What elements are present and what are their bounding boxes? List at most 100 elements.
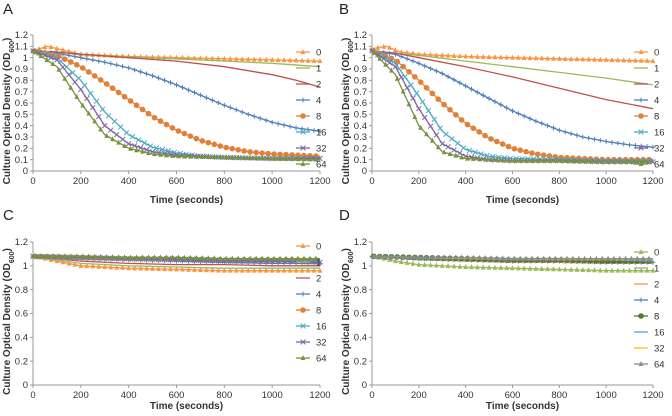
data-point-0 <box>393 47 398 53</box>
data-point-8 <box>552 154 559 160</box>
series-4 <box>369 48 656 150</box>
data-point-64 <box>32 253 38 259</box>
data-point-64 <box>599 158 605 164</box>
data-point-64 <box>564 157 570 163</box>
data-point-64 <box>56 253 62 259</box>
data-point-8 <box>85 69 92 75</box>
data-point-0 <box>621 57 627 63</box>
data-point-64 <box>564 255 570 261</box>
legend-swatch-marker <box>300 243 306 248</box>
data-point-8 <box>400 63 406 70</box>
data-point-64 <box>441 149 447 155</box>
data-point-8 <box>447 106 453 113</box>
data-point-8 <box>79 65 86 71</box>
data-point-0 <box>192 55 197 61</box>
legend-label: 64 <box>654 359 665 370</box>
data-point-8 <box>139 106 146 113</box>
data-point-0 <box>486 264 492 270</box>
data-point-0 <box>545 266 551 272</box>
data-point-16 <box>69 69 76 76</box>
y-axis-title: Culture Optical Density (OD600) <box>341 248 355 395</box>
legend-swatch-marker <box>300 355 306 360</box>
legend-label: 16 <box>654 327 665 338</box>
data-point-0 <box>60 259 66 265</box>
data-point-64 <box>488 156 494 162</box>
data-point-0 <box>451 263 457 269</box>
data-point-64 <box>158 151 163 157</box>
data-point-0 <box>66 48 72 54</box>
data-point-64 <box>68 253 74 259</box>
data-point-32 <box>78 86 84 93</box>
data-point-32 <box>60 64 66 71</box>
x-tick-label: 1200 <box>642 390 663 401</box>
data-point-0 <box>60 47 66 53</box>
data-point-0 <box>521 265 527 271</box>
data-point-0 <box>463 53 469 59</box>
legend: 0 1 2 4 8 16 32 64 <box>296 47 327 170</box>
data-point-0 <box>469 264 474 270</box>
y-tick-label: 0.7 <box>354 87 367 98</box>
data-point-0 <box>263 267 269 273</box>
data-point-64 <box>247 255 253 261</box>
data-point-64 <box>170 254 175 260</box>
data-point-4 <box>398 54 404 59</box>
y-tick-label: 0.3 <box>15 132 28 143</box>
data-point-0 <box>439 52 445 58</box>
data-point-64 <box>92 118 98 124</box>
y-axis-title: Culture Optical Density (OD600) <box>341 38 355 185</box>
data-point-8 <box>97 77 104 83</box>
data-point-64 <box>394 75 400 81</box>
data-point-4 <box>445 74 451 80</box>
data-point-4 <box>150 73 155 79</box>
data-point-8 <box>406 68 412 75</box>
data-point-16 <box>460 145 467 151</box>
x-axis-title: Time (seconds) <box>486 195 559 206</box>
data-point-64 <box>529 255 535 261</box>
data-point-64 <box>418 254 424 260</box>
data-point-0 <box>186 266 191 272</box>
y-tick-label: 1.1 <box>354 42 367 53</box>
data-point-64 <box>277 155 283 161</box>
legend-item-4: 4 <box>296 289 321 300</box>
series-2 <box>32 50 321 88</box>
legend-label: 64 <box>654 159 665 170</box>
y-tick-label: 0.7 <box>15 87 28 98</box>
data-point-64 <box>482 254 488 260</box>
legend-item-2: 2 <box>296 273 321 284</box>
data-point-0 <box>457 53 463 59</box>
data-point-64 <box>552 255 558 261</box>
data-point-64 <box>465 155 470 161</box>
data-point-32 <box>433 132 440 138</box>
y-tick-label: 0.3 <box>354 132 367 143</box>
data-point-4 <box>615 140 621 146</box>
data-point-64 <box>32 49 38 55</box>
data-point-0 <box>180 266 185 272</box>
data-point-8 <box>109 85 116 92</box>
data-point-64 <box>74 93 80 99</box>
data-point-64 <box>482 156 488 162</box>
data-point-64 <box>412 113 418 119</box>
data-point-0 <box>305 57 311 63</box>
y-tick-label: 0.6 <box>15 98 28 109</box>
y-tick-label: 0.1 <box>15 155 28 166</box>
data-point-64 <box>187 153 193 159</box>
data-point-8 <box>429 90 436 97</box>
legend-item-4: 4 <box>634 95 659 106</box>
y-tick-label: 0.8 <box>15 285 28 296</box>
data-point-4 <box>233 107 239 113</box>
data-point-16 <box>437 125 443 131</box>
data-point-64 <box>44 57 50 63</box>
chart-panel-c: C 0 0.2 0.4 0.6 0.8 1 1.2 0 200 400 600 800 1000 1200 T… <box>2 207 331 412</box>
data-point-4 <box>586 135 592 141</box>
data-point-0 <box>556 266 562 272</box>
series-line-2 <box>371 50 654 110</box>
data-point-0 <box>72 261 78 267</box>
data-point-0 <box>54 45 60 51</box>
data-point-64 <box>517 255 523 261</box>
data-point-4 <box>486 96 492 101</box>
y-tick-label: 0.2 <box>354 144 367 155</box>
data-point-64 <box>605 158 611 164</box>
data-point-64 <box>295 255 301 261</box>
y-tick-label: 0.5 <box>15 110 28 121</box>
data-point-4 <box>227 105 233 110</box>
